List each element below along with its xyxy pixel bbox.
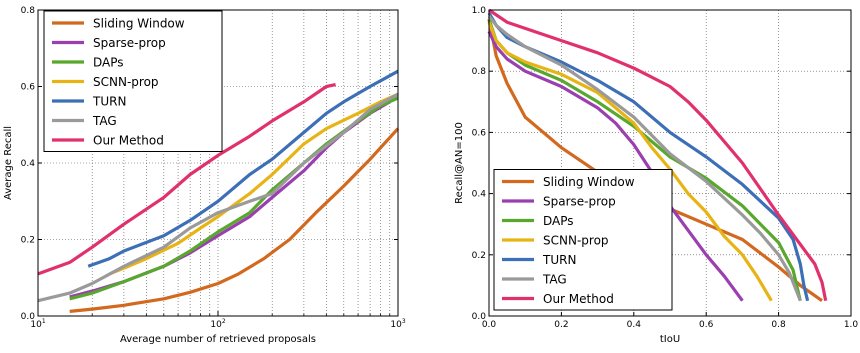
x-tick-label: 0.6: [699, 320, 714, 330]
x-axis-label: Average number of retrieved proposals: [120, 334, 316, 345]
x-tick-label: 0.2: [554, 320, 568, 330]
legend-label-daps: DAPs: [543, 214, 574, 228]
x-axis-label: tIoU: [660, 334, 680, 345]
ticks: 0.0 0.2 0.4 0.6 0.8 1.0 0.0 0.2 0.4 0.6 0.8 1.0: [472, 6, 859, 330]
x-tick-label: 0.4: [627, 320, 642, 330]
plot-frame: [488, 9, 852, 317]
y-axis-label: Average Recall: [3, 126, 14, 200]
y-tick-label: 0.6: [21, 83, 36, 93]
x-tick-label: 0.0: [482, 320, 497, 330]
series-line-our-method: [37, 83, 336, 276]
y-tick-label: 0.0: [21, 312, 36, 322]
series-line-sliding-window: [69, 127, 400, 313]
series-line-turn: [87, 69, 399, 268]
y-tick-label: 1.0: [472, 6, 487, 16]
y-tick-label: 0.4: [472, 190, 487, 200]
y-tick-label: 0.8: [21, 6, 36, 16]
y-axis-label: Recall@AN=100: [454, 122, 465, 204]
chart-recall-at-an-100: 0.0 0.2 0.4 0.6 0.8 1.0 0.0 0.2 0.4 0.6 0.8 1.0 tIoU…: [454, 6, 858, 345]
legend-label-our-method: Our Method: [543, 292, 614, 306]
series-line-our-method: [488, 8, 828, 302]
y-tick-label: 0.4: [21, 159, 36, 169]
chart-average-recall: 0.0 0.2 0.4 0.6 0.8 101 102 103 Average number o…: [3, 6, 406, 345]
legend-label-turn: TURN: [542, 253, 576, 267]
series-line-scnn-prop: [487, 21, 773, 302]
legend-label-daps: DAPs: [93, 56, 124, 70]
legend-label-sparse-prop: Sparse-prop: [93, 36, 166, 50]
x-tick-label: 1.0: [844, 320, 859, 330]
x-tick-label: 102: [210, 318, 225, 330]
series-line-sparse-prop: [487, 30, 744, 302]
y-tick-label: 0.2: [472, 251, 486, 261]
series-line-scnn-prop: [109, 92, 399, 276]
series-line-tag: [37, 92, 399, 303]
legend-label-sliding-window: Sliding Window: [93, 17, 185, 31]
series-lines: [37, 69, 400, 313]
ticks: 0.0 0.2 0.4 0.6 0.8 101 102 103: [21, 6, 406, 330]
legend-label-sparse-prop: Sparse-prop: [543, 195, 616, 209]
y-tick-label: 0.8: [472, 67, 487, 77]
legend: Sliding Window Sparse-prop DAPs SCNN-prop TU…: [43, 10, 223, 152]
legend-label-scnn-prop: SCNN-prop: [93, 75, 159, 89]
y-tick-label: 0.6: [472, 128, 487, 138]
series-line-tag: [487, 15, 802, 302]
legend-label-scnn-prop: SCNN-prop: [543, 234, 609, 248]
x-tick-label: 0.8: [771, 320, 786, 330]
legend: Sliding Window Sparse-prop DAPs SCNN-prop TU…: [493, 169, 673, 311]
x-tick-label: 101: [30, 318, 45, 330]
legend-label-tag: TAG: [542, 273, 567, 287]
y-tick-label: 0.0: [472, 312, 487, 322]
x-tick-label: 103: [390, 318, 405, 330]
series-line-turn: [487, 12, 810, 302]
legend-label-sliding-window: Sliding Window: [543, 175, 635, 189]
legend-label-our-method: Our Method: [93, 134, 164, 148]
legend-label-turn: TURN: [92, 95, 126, 109]
legend-label-tag: TAG: [92, 114, 117, 128]
y-tick-label: 0.2: [21, 236, 35, 246]
